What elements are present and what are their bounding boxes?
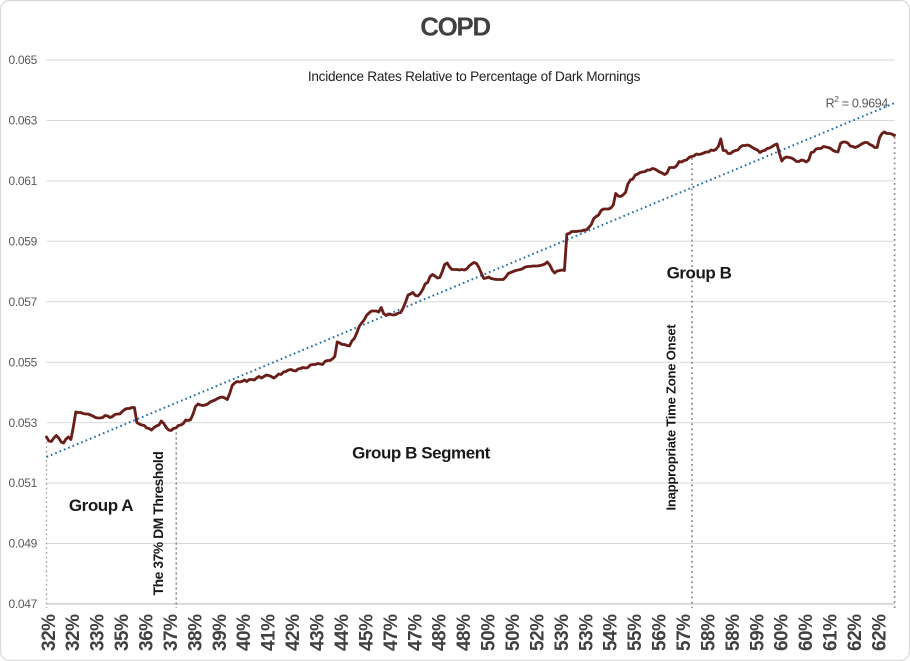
svg-text:50%: 50% [479, 614, 500, 651]
svg-text:35%: 35% [112, 614, 133, 651]
svg-text:45%: 45% [356, 614, 377, 651]
svg-text:38%: 38% [185, 614, 206, 651]
svg-text:53%: 53% [576, 614, 597, 651]
svg-text:33%: 33% [88, 614, 109, 651]
svg-text:57%: 57% [674, 614, 695, 651]
svg-text:47%: 47% [405, 614, 426, 651]
svg-text:COPD: COPD [420, 12, 490, 42]
svg-text:0.053: 0.053 [8, 416, 37, 430]
svg-text:55%: 55% [625, 614, 646, 651]
svg-text:59%: 59% [747, 614, 768, 651]
svg-text:52%: 52% [527, 614, 548, 651]
svg-text:53%: 53% [552, 614, 573, 651]
svg-text:48%: 48% [430, 614, 451, 651]
svg-text:0.061: 0.061 [8, 174, 37, 188]
svg-text:Incidence Rates Relative to Pe: Incidence Rates Relative to Percentage o… [308, 69, 641, 84]
svg-text:42%: 42% [283, 614, 304, 651]
svg-text:61%: 61% [821, 614, 842, 651]
svg-text:60%: 60% [772, 614, 793, 651]
svg-text:58%: 58% [698, 614, 719, 651]
svg-text:Inappropriate Time Zone Onset: Inappropriate Time Zone Onset [664, 324, 679, 511]
svg-text:58%: 58% [723, 614, 744, 651]
svg-text:44%: 44% [332, 614, 353, 651]
svg-text:62%: 62% [845, 614, 866, 651]
svg-text:48%: 48% [454, 614, 475, 651]
svg-text:Group B: Group B [667, 264, 732, 283]
svg-text:R2 = 0.9694: R2 = 0.9694 [826, 94, 889, 111]
svg-text:60%: 60% [796, 614, 817, 651]
svg-text:Group B Segment: Group B Segment [352, 444, 491, 463]
svg-text:32%: 32% [63, 614, 84, 651]
svg-text:0.049: 0.049 [8, 537, 37, 551]
svg-text:0.063: 0.063 [8, 114, 37, 128]
svg-text:Group A: Group A [69, 496, 133, 515]
svg-text:0.065: 0.065 [8, 53, 37, 67]
svg-text:39%: 39% [210, 614, 231, 651]
svg-text:56%: 56% [650, 614, 671, 651]
svg-text:0.057: 0.057 [8, 295, 37, 309]
svg-text:54%: 54% [601, 614, 622, 651]
svg-text:37%: 37% [161, 614, 182, 651]
svg-text:36%: 36% [137, 614, 158, 651]
svg-text:0.047: 0.047 [8, 597, 37, 611]
svg-text:0.051: 0.051 [8, 476, 37, 490]
svg-text:50%: 50% [503, 614, 524, 651]
svg-text:The 37% DM Threshold: The 37% DM Threshold [151, 452, 166, 596]
svg-text:43%: 43% [308, 614, 329, 651]
svg-text:40%: 40% [234, 614, 255, 651]
svg-text:0.059: 0.059 [8, 235, 37, 249]
svg-text:0.055: 0.055 [8, 355, 37, 369]
svg-text:41%: 41% [259, 614, 280, 651]
svg-text:32%: 32% [39, 614, 60, 651]
svg-text:62%: 62% [869, 614, 890, 651]
svg-text:47%: 47% [381, 614, 402, 651]
